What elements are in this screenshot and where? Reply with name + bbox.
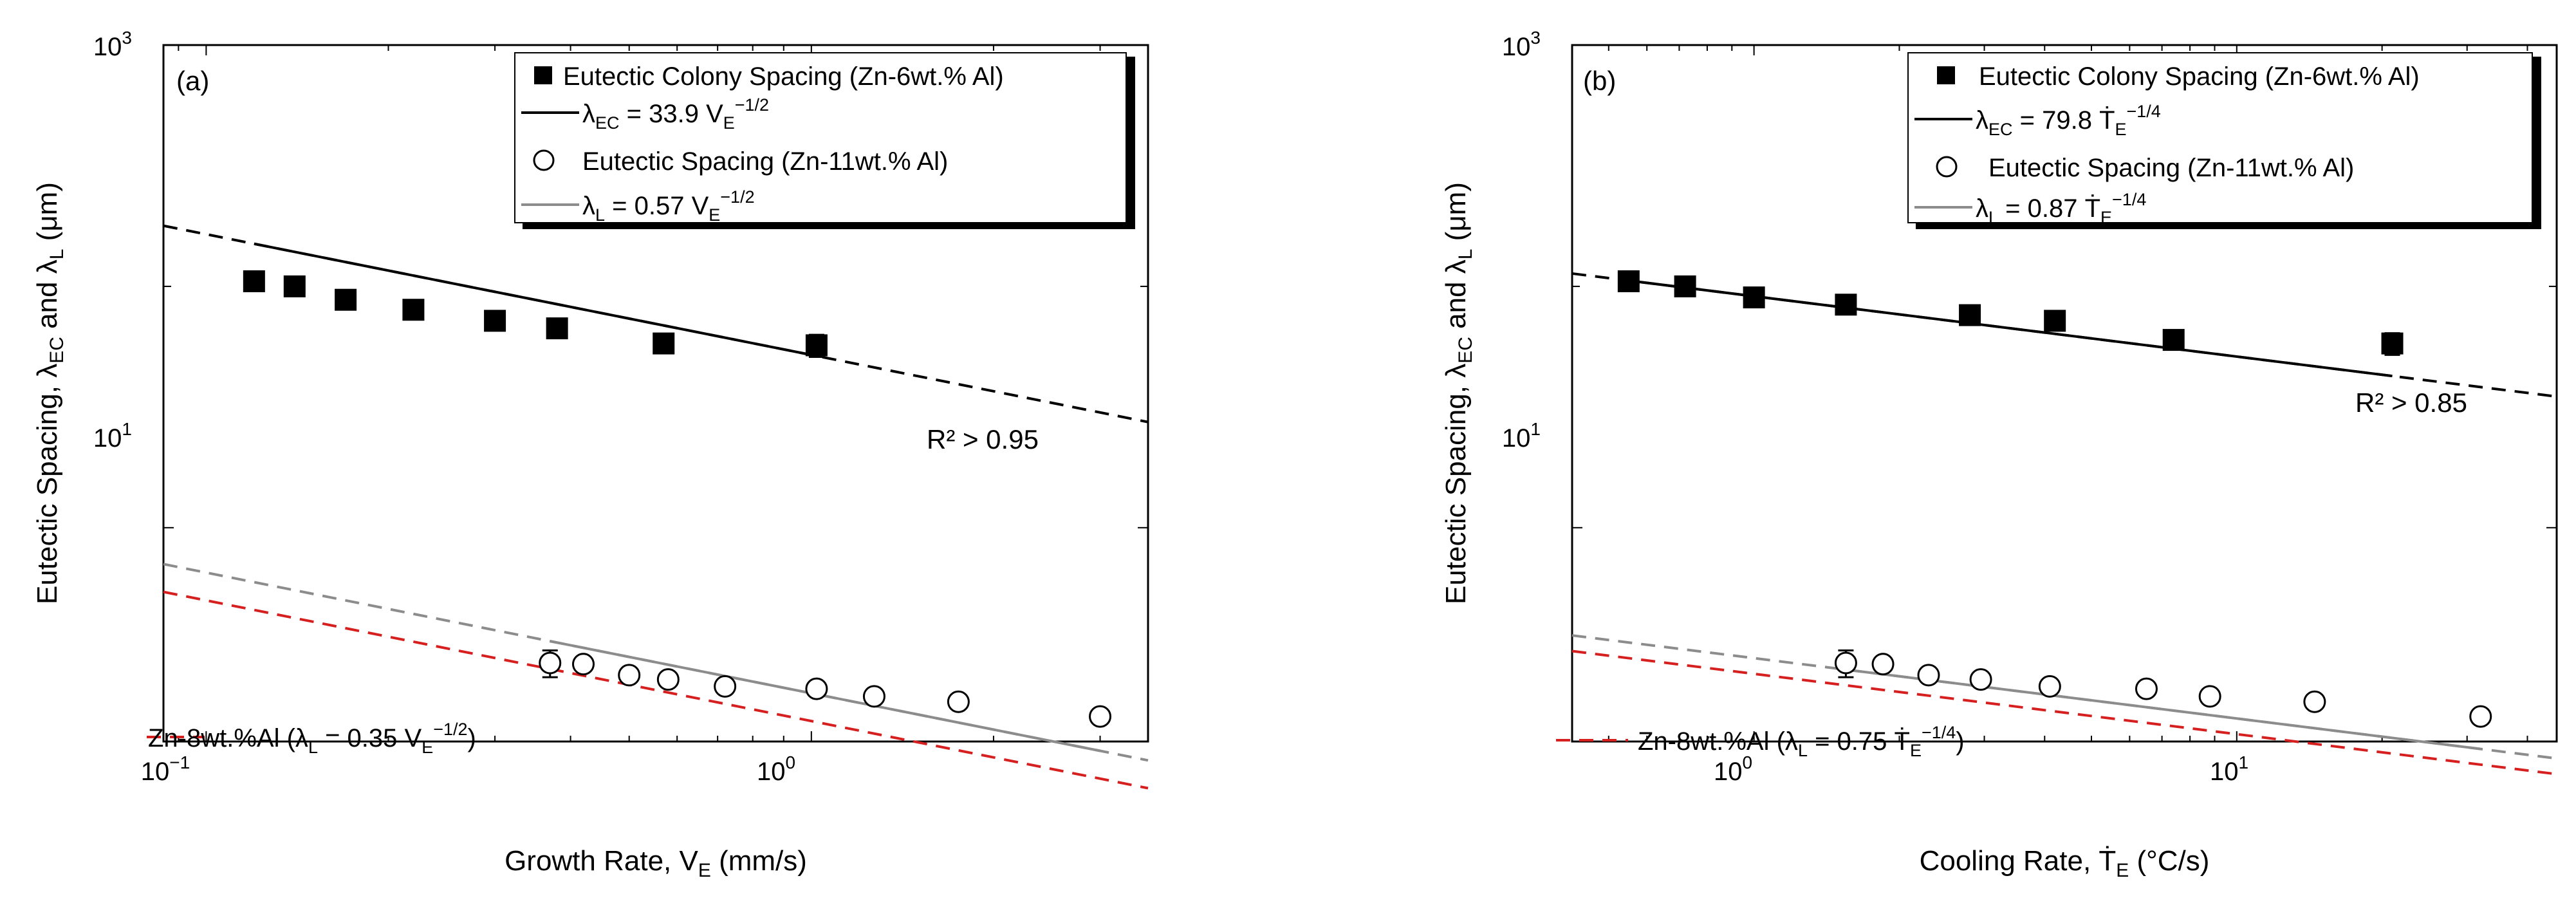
plot-marks <box>1571 44 2557 776</box>
data-point-eutectic-spacing <box>714 675 737 698</box>
legend-shadow <box>2532 57 2541 229</box>
x-axis-label: Growth Rate, VE (mm/s) <box>505 845 807 881</box>
legend-series1-label: Eutectic Colony Spacing (Zn-6wt.% Al) <box>563 62 1004 91</box>
lambda-ec-fit-line-solid <box>254 242 817 357</box>
panel-label: (a) <box>176 66 209 96</box>
data-point-eutectic-spacing <box>2303 690 2326 713</box>
reference-fit-label: Zn-8wt.%Al (λL = 0.75 ṪE−1/4) <box>1638 723 1965 760</box>
data-point-eutectic-spacing <box>1834 651 1857 675</box>
data-point-colony-spacing <box>1743 286 1765 309</box>
data-point-eutectic-spacing <box>618 664 641 687</box>
legend-shadow <box>1916 223 2541 229</box>
legend: Eutectic Colony Spacing (Zn-6wt.% Al) λE… <box>1907 52 2541 229</box>
reference-fit-line-dashed <box>1571 649 2557 776</box>
y-tick-label-10: 101 <box>1502 419 1541 452</box>
data-point-colony-spacing <box>335 288 357 311</box>
data-point-colony-spacing <box>2162 329 2185 351</box>
legend-series2-label: Eutectic Spacing (Zn-11wt.% Al) <box>582 147 948 176</box>
legend-shadow <box>523 223 1135 229</box>
panel-b: (b) 103 101 100 101 Cooling Rate, ṪE (°C… <box>1440 28 2558 881</box>
plot-marks <box>163 44 1149 790</box>
legend-marker-filled-square <box>534 66 552 84</box>
data-point-eutectic-spacing <box>2038 675 2061 698</box>
y-axis-label: Eutectic Spacing, λEC and λL (μm) <box>1440 182 1476 604</box>
data-point-eutectic-spacing <box>947 690 970 713</box>
legend-fit1-label: λEC = 33.9 VE−1/2 <box>582 95 769 133</box>
data-point-eutectic-spacing <box>1871 653 1895 676</box>
legend-shadow <box>1126 57 1135 229</box>
reference-fit-label: Zn-8wt.%Al (λL = 0.35 VE−1/2) <box>148 720 476 757</box>
x-axis-label: Cooling Rate, ṪE (°C/s) <box>1920 845 2210 881</box>
y-tick-label-1000: 103 <box>1502 28 1541 61</box>
data-point-colony-spacing <box>402 299 425 321</box>
data-point-colony-spacing <box>1674 275 1696 297</box>
data-point-eutectic-spacing <box>805 677 828 700</box>
data-point-colony-spacing <box>546 317 568 340</box>
data-point-colony-spacing <box>484 310 506 332</box>
reference-fit-line-dashed <box>163 590 1149 790</box>
data-point-eutectic-spacing <box>2135 677 2158 700</box>
y-axis-label: Eutectic Spacing, λEC and λL (μm) <box>32 182 68 604</box>
legend-fit2-label: λL = 0.57 VE−1/2 <box>582 187 755 225</box>
data-point-colony-spacing <box>283 275 306 297</box>
legend-marker-open-circle <box>1936 156 1958 178</box>
y-tick-label-10: 101 <box>93 419 132 452</box>
x-tick-label-1: 100 <box>757 752 795 786</box>
panel-a: (a) 103 101 10−1 100 Growth Rate, VE (mm… <box>32 28 1149 881</box>
data-point-colony-spacing <box>1617 270 1640 292</box>
lambda-l-fit-line-solid <box>1846 668 2481 751</box>
plot-frame <box>162 44 1149 743</box>
data-point-colony-spacing <box>2381 332 2404 355</box>
x-tick-label-0.1: 10−1 <box>141 752 190 786</box>
legend-series1-label: Eutectic Colony Spacing (Zn-6wt.% Al) <box>1979 62 2420 91</box>
data-point-eutectic-spacing <box>572 653 595 676</box>
y-tick-label-1000: 103 <box>93 28 132 61</box>
r-squared-annotation: R² > 0.85 <box>2355 387 2467 418</box>
data-point-eutectic-spacing <box>862 685 885 708</box>
legend-series2-label: Eutectic Spacing (Zn-11wt.% Al) <box>1988 154 2354 182</box>
data-point-eutectic-spacing <box>1917 664 1940 687</box>
legend-marker-filled-square <box>1937 66 1955 84</box>
data-point-eutectic-spacing <box>656 668 680 691</box>
plot-frame <box>1571 44 2558 743</box>
data-point-eutectic-spacing <box>1089 705 1112 728</box>
legend-fit2-label: λL = 0.87 ṪE−1/4 <box>1976 190 2146 227</box>
data-point-colony-spacing <box>2044 310 2066 332</box>
r-squared-annotation: R² > 0.95 <box>927 424 1039 454</box>
x-tick-label-1: 100 <box>1714 752 1752 786</box>
legend: Eutectic Colony Spacing (Zn-6wt.% Al) λE… <box>514 52 1135 229</box>
data-point-colony-spacing <box>653 332 675 355</box>
data-point-eutectic-spacing <box>1969 668 1992 691</box>
legend-marker-open-circle <box>533 149 555 171</box>
legend-fit1-label: λEC = 79.8 ṪE−1/4 <box>1976 102 2161 139</box>
legend-box <box>1907 52 2533 223</box>
data-point-colony-spacing <box>1835 294 1857 316</box>
data-point-eutectic-spacing <box>2469 705 2492 728</box>
data-point-colony-spacing <box>805 334 828 357</box>
x-tick-label-10: 101 <box>2210 752 2248 786</box>
panel-label: (b) <box>1583 66 1616 96</box>
data-point-eutectic-spacing <box>2198 685 2221 708</box>
data-point-eutectic-spacing <box>539 651 562 675</box>
data-point-colony-spacing <box>1959 304 1981 326</box>
data-point-colony-spacing <box>243 270 265 292</box>
